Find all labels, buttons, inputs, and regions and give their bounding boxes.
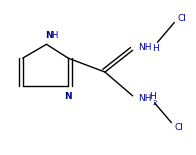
- Text: H: H: [152, 44, 159, 53]
- Text: H: H: [51, 31, 58, 40]
- Text: N: N: [64, 92, 72, 101]
- Text: 2: 2: [152, 100, 157, 106]
- Text: H: H: [149, 92, 156, 101]
- Text: NH: NH: [138, 43, 151, 52]
- Text: NH: NH: [138, 94, 151, 103]
- Text: Cl: Cl: [174, 123, 183, 132]
- Text: N: N: [45, 31, 52, 40]
- Text: Cl: Cl: [177, 14, 186, 23]
